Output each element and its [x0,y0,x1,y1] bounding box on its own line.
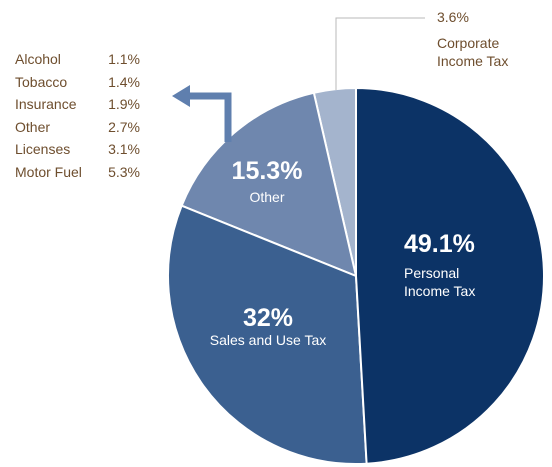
leader-line [335,17,425,90]
breakdown-value: 1.4% [108,73,140,90]
arrow [172,85,232,142]
pie-slice [167,204,368,465]
breakdown-name: Tobacco [15,73,68,90]
slice-name-label: Personal Income Tax [404,265,476,300]
breakdown-name: Licenses [15,141,71,157]
slice-name-label: Sales and Use Tax [209,332,327,348]
pie-slice [355,86,545,465]
breakdown-value: 1.9% [108,96,140,112]
breakdown-name: Motor Fuel [15,163,82,180]
slice-name-label: Corporate Income Tax [437,35,509,70]
slice-value-label: 15.3% [231,157,303,185]
breakdown-value: 2.7% [108,118,140,135]
breakdown-name: Insurance [15,96,77,112]
breakdown-value: 1.1% [108,51,140,67]
slice-value-label: 3.6% [437,9,469,25]
breakdown-value: 3.1% [108,141,140,157]
breakdown-name: Other [15,118,51,135]
slice-value-label: 32% [242,304,294,332]
slice-name-label: Other [249,189,285,205]
breakdown-name: Alcohol [15,51,61,67]
pie-slice [180,91,358,278]
slice-value-label: 49.1% [404,230,475,258]
breakdown-value: 5.3% [108,163,140,180]
